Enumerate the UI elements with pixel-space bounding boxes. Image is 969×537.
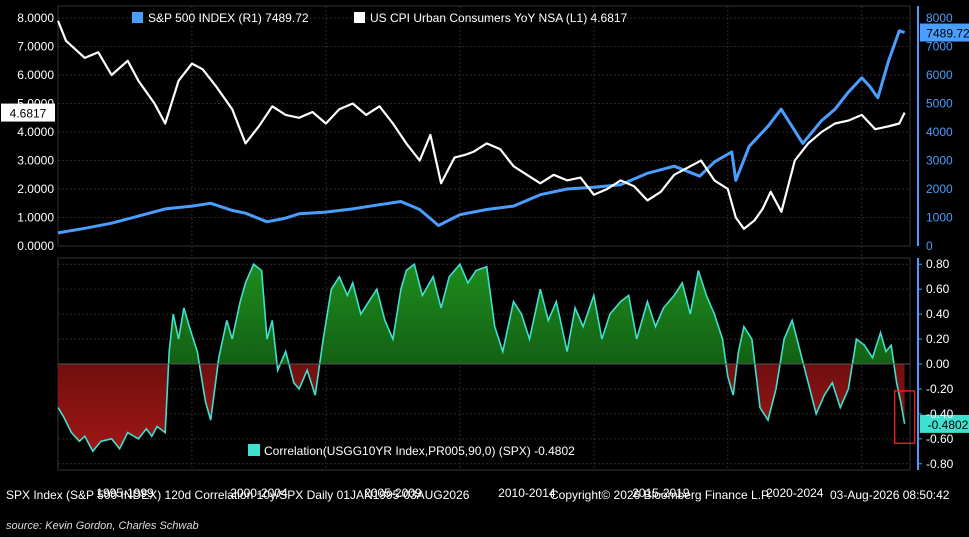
- right-axis-tick-label: 0.60: [926, 282, 950, 296]
- right-axis-tick-label: 0.20: [926, 332, 950, 346]
- left-axis-tick-label: 6.0000: [17, 68, 54, 82]
- legend-label-spx: S&P 500 INDEX (R1) 7489.72: [148, 11, 309, 25]
- spx-last-value-label: 7489.72: [926, 27, 969, 41]
- left-axis-tick-label: 7.0000: [17, 40, 54, 54]
- legend-swatch-correlation: [248, 444, 260, 456]
- left-axis-tick-label: 0.0000: [17, 239, 54, 253]
- legend-label-cpi: US CPI Urban Consumers YoY NSA (L1) 4.68…: [370, 11, 628, 25]
- right-axis-tick-label: 8000: [926, 11, 953, 25]
- right-axis-tick-label: 0.80: [926, 257, 950, 271]
- right-axis-tick-label: 5000: [926, 97, 953, 111]
- legend-label-correlation: Correlation(USGG10YR Index,PR005,90,0) (…: [264, 444, 575, 458]
- correlation-negative-area: [58, 364, 905, 452]
- right-axis-tick-label: 0: [926, 239, 933, 253]
- source-text: source: Kevin Gordon, Charles Schwab: [6, 520, 199, 532]
- cpi-last-value-label: 4.6817: [10, 107, 47, 121]
- right-axis-tick-label: 1000: [926, 211, 953, 225]
- right-axis-tick-label: 3000: [926, 154, 953, 168]
- cpi-last-value-tag: [1, 103, 55, 122]
- bottom-panel: -0.4802: [57, 262, 969, 453]
- correlation-last-value-label: -0.4802: [928, 418, 969, 432]
- right-axis-tick-label: 6000: [926, 68, 953, 82]
- right-axis-tick-label: 2000: [926, 182, 953, 196]
- legend-swatch-cpi: [354, 12, 365, 23]
- legends: S&P 500 INDEX (R1) 7489.72 US CPI Urban C…: [132, 11, 628, 458]
- right-axis-tick-label: 0.40: [926, 307, 950, 321]
- axes: 8.0000 7.0000 6.0000 5.0000 4.0000 3.0000 2.00…: [17, 6, 954, 500]
- copyright-text: Copyright© 2026 Bloomberg Finance L.P.: [550, 488, 771, 502]
- left-axis-tick-label: 8.0000: [17, 11, 54, 25]
- grid-lines: [57, 5, 911, 471]
- top-panel: 4.6817 7489.72: [1, 20, 969, 235]
- correlation-last-value-tag: [920, 414, 969, 433]
- timestamp-text: 03-Aug-2026 08:50:42: [830, 488, 950, 502]
- spx-last-value-tag: [920, 23, 969, 42]
- x-axis-tick-label: 2005-2009: [364, 486, 422, 500]
- right-axis-tick-label: -0.60: [926, 432, 954, 446]
- left-axis-tick-label: 4.0000: [17, 125, 54, 139]
- series-line-spx: [57, 29, 906, 235]
- x-axis-tick-label: 1995-1999: [96, 486, 154, 500]
- legend-swatch-spx: [132, 12, 143, 23]
- correlation-line: [57, 262, 906, 453]
- left-axis-tick-label: 5.0000: [17, 97, 54, 111]
- right-axis-tick-label: 7000: [926, 40, 953, 54]
- highlight-box: [893, 390, 916, 445]
- x-axis-tick-label: 2000-2004: [230, 486, 288, 500]
- right-axis-tick-label: -0.80: [926, 457, 954, 471]
- x-axis-tick-label: 2020-2024: [766, 486, 824, 500]
- right-axis-tick-label: 4000: [926, 125, 953, 139]
- left-axis-tick-label: 3.0000: [17, 154, 54, 168]
- right-axis-tick-label: -0.20: [926, 382, 954, 396]
- right-axis-tick-label: -0.40: [926, 407, 954, 421]
- correlation-positive-area: [58, 264, 905, 364]
- x-axis-tick-label: 2015-2019: [632, 486, 690, 500]
- x-axis-tick-label: 2010-2014: [498, 486, 556, 500]
- left-axis-tick-label: 2.0000: [17, 182, 54, 196]
- right-axis-tick-label: 0.00: [926, 357, 950, 371]
- chart-footer-title: SPX Index (S&P 500 INDEX) 120d Correlati…: [6, 488, 470, 502]
- left-axis-tick-label: 1.0000: [17, 211, 54, 225]
- series-line-cpi: [56, 20, 906, 230]
